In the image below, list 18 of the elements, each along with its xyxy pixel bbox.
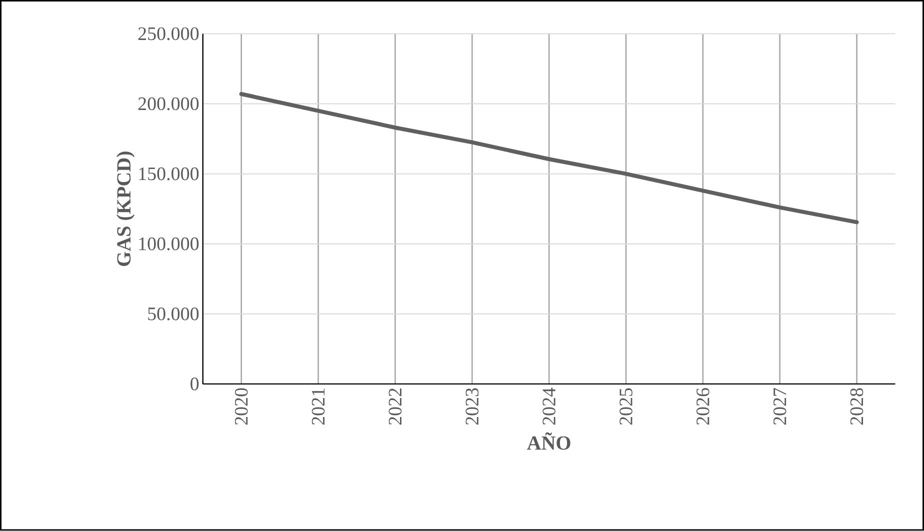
x-tick-label: 2023 (466, 388, 479, 425)
x-tick-label: 2021 (312, 388, 325, 425)
x-tick-label: 2020 (234, 388, 248, 425)
x-tick-label: 2024 (542, 388, 556, 425)
y-tick-label: 250.000 (138, 27, 199, 40)
y-tick-label: 100.000 (139, 238, 199, 250)
x-tick-label: 2026 (696, 388, 710, 425)
x-tick-label: 2025 (620, 388, 632, 425)
y-axis-title: GAS (KPCD) (116, 152, 135, 266)
x-tick-label: 2027 (773, 388, 786, 425)
y-tick-label: 200.000 (138, 97, 199, 110)
x-tick-label: 2028 (850, 388, 864, 425)
x-tick-label: 2022 (388, 388, 402, 425)
line-series (239, 92, 859, 224)
y-tick-label: 150.000 (139, 168, 199, 180)
y-tick-label: 50.000 (148, 308, 199, 320)
x-axis-title: AÑO (527, 432, 570, 450)
y-tick-label: 0 (190, 378, 199, 390)
